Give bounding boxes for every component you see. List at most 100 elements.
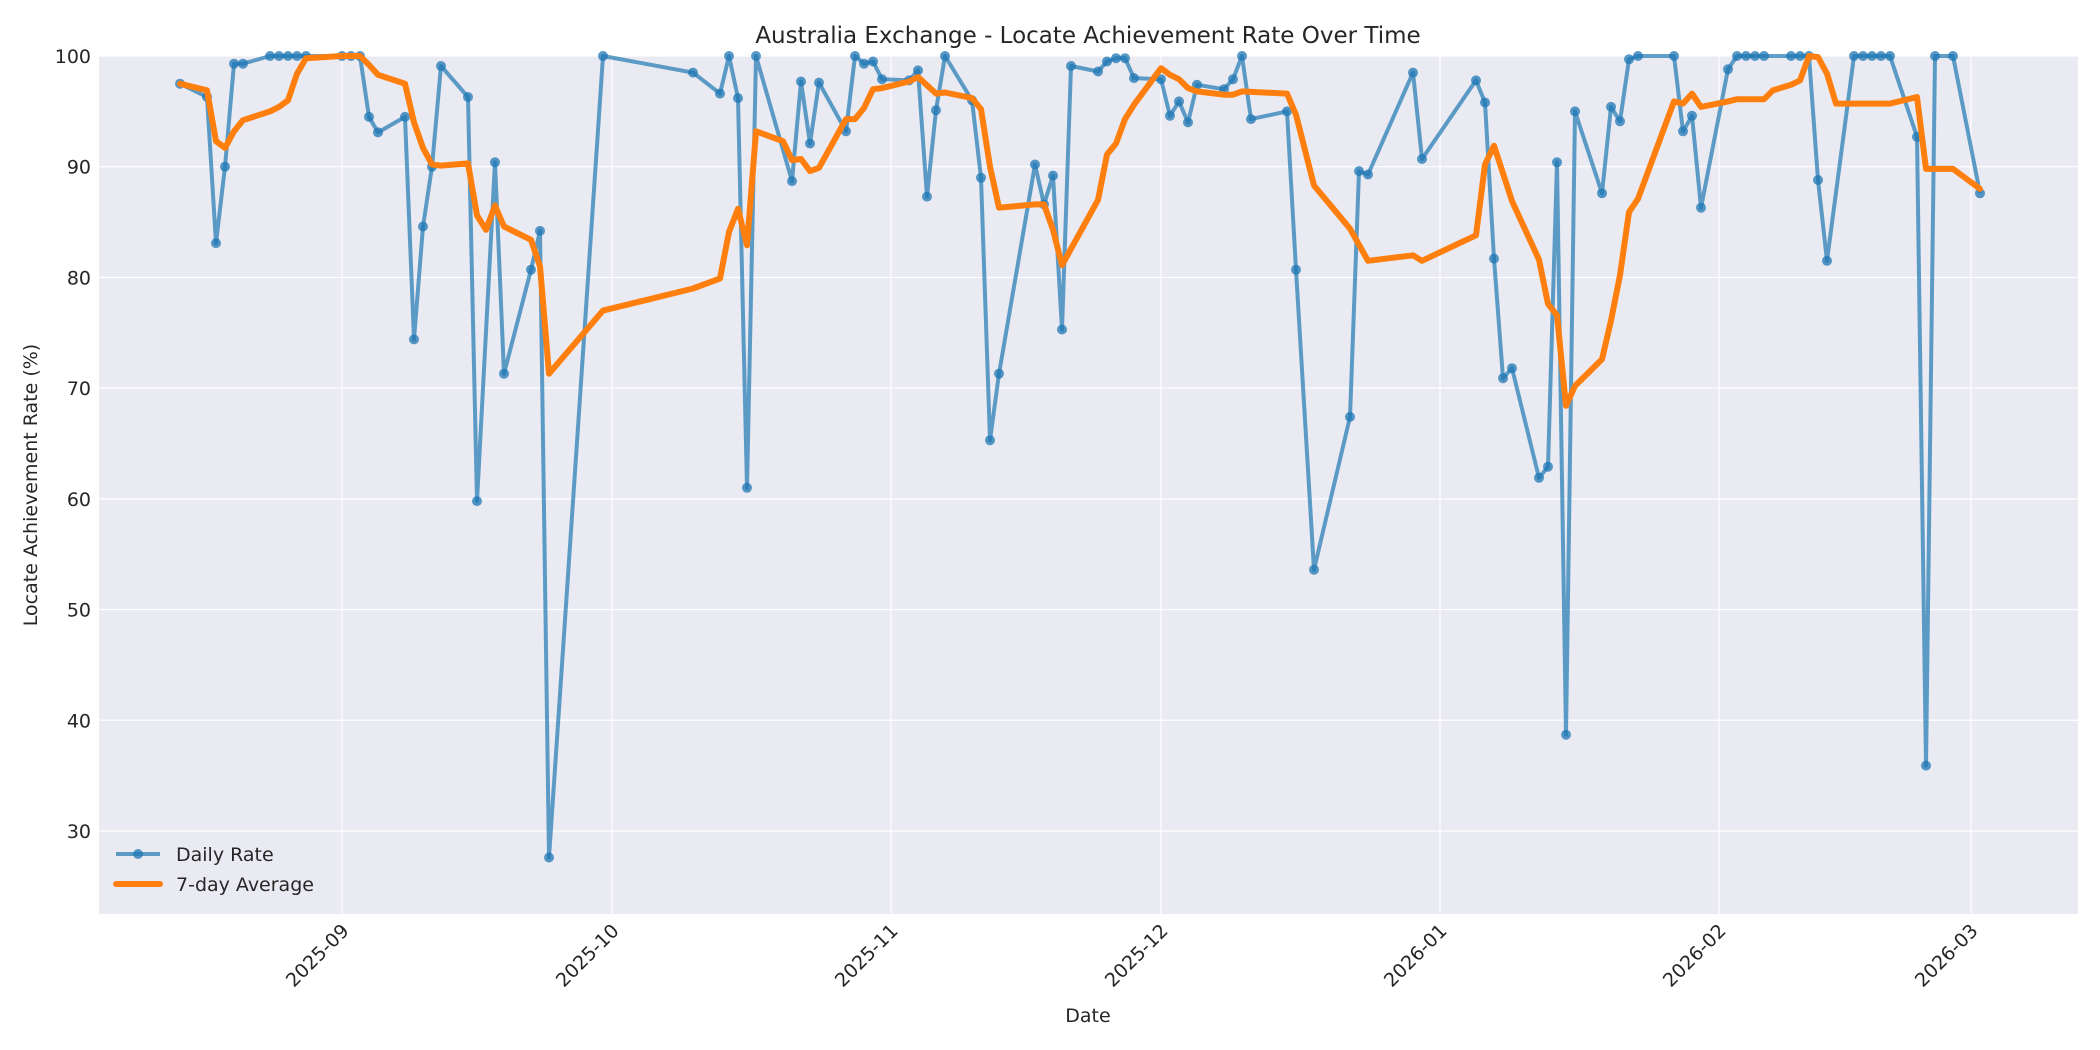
daily-rate-point <box>535 225 545 236</box>
daily-rate-point <box>1489 253 1499 264</box>
daily-rate-point <box>220 161 230 172</box>
daily-rate-point <box>1102 56 1112 67</box>
daily-rate-point <box>922 191 932 202</box>
daily-rate-point <box>526 264 536 275</box>
daily-rate-point <box>1228 74 1238 85</box>
seven-day-average-series <box>177 53 1983 409</box>
daily-rate-point <box>1678 126 1688 137</box>
daily-rate-point <box>409 334 419 345</box>
daily-rate-point <box>931 105 941 116</box>
daily-rate-point <box>499 368 509 379</box>
daily-rate-point <box>688 67 698 78</box>
daily-rate-point <box>1507 363 1517 374</box>
y-tick-label: 50 <box>67 600 91 622</box>
x-tick-label: 2026-02 <box>1659 920 1731 992</box>
daily-rate-point <box>1354 166 1364 177</box>
daily-rate-point <box>1048 170 1058 181</box>
daily-rate-point <box>733 93 743 104</box>
daily-rate-series <box>175 51 1985 863</box>
daily-rate-point <box>1633 51 1643 61</box>
daily-rate-point <box>1156 74 1166 85</box>
daily-rate-point <box>1885 51 1895 61</box>
daily-rate-point <box>400 111 410 122</box>
legend: Daily Rate 7-day Average <box>113 844 314 896</box>
daily-rate-point <box>1408 67 1418 78</box>
daily-rate-point <box>472 496 482 507</box>
chart-title: Australia Exchange - Locate Achievement … <box>755 23 1420 49</box>
daily-rate-point <box>238 58 248 69</box>
y-tick-label: 100 <box>55 46 91 68</box>
daily-rate-point <box>1930 51 1940 61</box>
daily-rate-point <box>1120 53 1130 64</box>
daily-rate-point <box>1813 175 1823 185</box>
daily-rate-point <box>364 111 374 122</box>
daily-rate-point <box>787 176 797 187</box>
legend-item-7-day-average: 7-day Average <box>113 874 314 896</box>
y-tick-label: 70 <box>67 378 91 400</box>
daily-rate-point <box>796 76 806 87</box>
daily-rate-point <box>463 92 473 102</box>
daily-rate-point <box>1822 255 1832 266</box>
daily-rate-point <box>715 88 725 99</box>
daily-rate-point <box>1795 51 1805 61</box>
daily-rate-point <box>544 852 554 863</box>
daily-rate-point <box>292 51 302 61</box>
y-axis-ticks: 30 40 50 60 70 80 90 100 <box>55 46 91 843</box>
daily-rate-point <box>985 435 995 446</box>
daily-rate-point <box>1669 51 1679 61</box>
daily-rate-point <box>1750 51 1760 61</box>
y-tick-label: 40 <box>67 710 91 732</box>
daily-rate-point <box>1498 373 1508 384</box>
daily-rate-point <box>1237 51 1247 61</box>
daily-rate-point <box>265 51 275 61</box>
daily-rate-point <box>859 58 869 69</box>
daily-rate-point <box>742 482 752 493</box>
daily-rate-point <box>211 238 221 249</box>
daily-rate-point <box>805 138 815 149</box>
daily-rate-point <box>490 157 500 168</box>
daily-rate-point <box>1948 51 1958 61</box>
x-tick-label: 2025-12 <box>1101 920 1173 992</box>
daily-rate-point <box>913 65 923 76</box>
daily-rate-point <box>1345 411 1355 422</box>
daily-rate-point <box>1183 117 1193 128</box>
daily-rate-point <box>1246 114 1256 125</box>
grid-lines <box>99 55 2078 914</box>
daily-rate-point <box>1165 110 1175 121</box>
daily-rate-point <box>1552 157 1562 168</box>
daily-rate-point <box>1732 51 1742 61</box>
daily-rate-point <box>1921 760 1931 771</box>
daily-rate-point <box>1858 51 1868 61</box>
x-tick-label: 2025-09 <box>282 920 354 992</box>
daily-rate-point <box>274 51 284 61</box>
daily-rate-marker-icon <box>133 849 143 859</box>
daily-rate-point <box>1030 159 1040 170</box>
daily-rate-point <box>751 51 761 61</box>
daily-rate-point <box>1066 61 1076 71</box>
daily-rate-point <box>1759 51 1769 61</box>
daily-rate-point <box>1615 116 1625 127</box>
daily-rate-point <box>1597 188 1607 199</box>
legend-item-daily-rate: Daily Rate <box>116 844 274 866</box>
legend-label-daily-rate: Daily Rate <box>176 844 274 866</box>
daily-rate-point <box>1309 564 1319 575</box>
x-tick-label: 2025-10 <box>552 920 624 992</box>
daily-rate-point <box>1570 106 1580 117</box>
x-axis-label: Date <box>1065 1005 1110 1027</box>
daily-rate-point <box>994 368 1004 379</box>
daily-rate-point <box>1282 106 1292 117</box>
seven-day-average-line <box>177 53 1983 409</box>
daily-rate-point <box>1174 96 1184 107</box>
daily-rate-point <box>283 51 293 61</box>
daily-rate-point <box>1849 51 1859 61</box>
daily-rate-point <box>1561 729 1571 740</box>
y-tick-label: 80 <box>67 267 91 289</box>
daily-rate-point <box>418 221 428 232</box>
daily-rate-point <box>1975 188 1985 199</box>
daily-rate-point <box>1291 264 1301 275</box>
y-tick-label: 90 <box>67 157 91 179</box>
daily-rate-point <box>1480 97 1490 108</box>
daily-rate-point <box>436 61 446 71</box>
daily-rate-point <box>229 58 239 69</box>
